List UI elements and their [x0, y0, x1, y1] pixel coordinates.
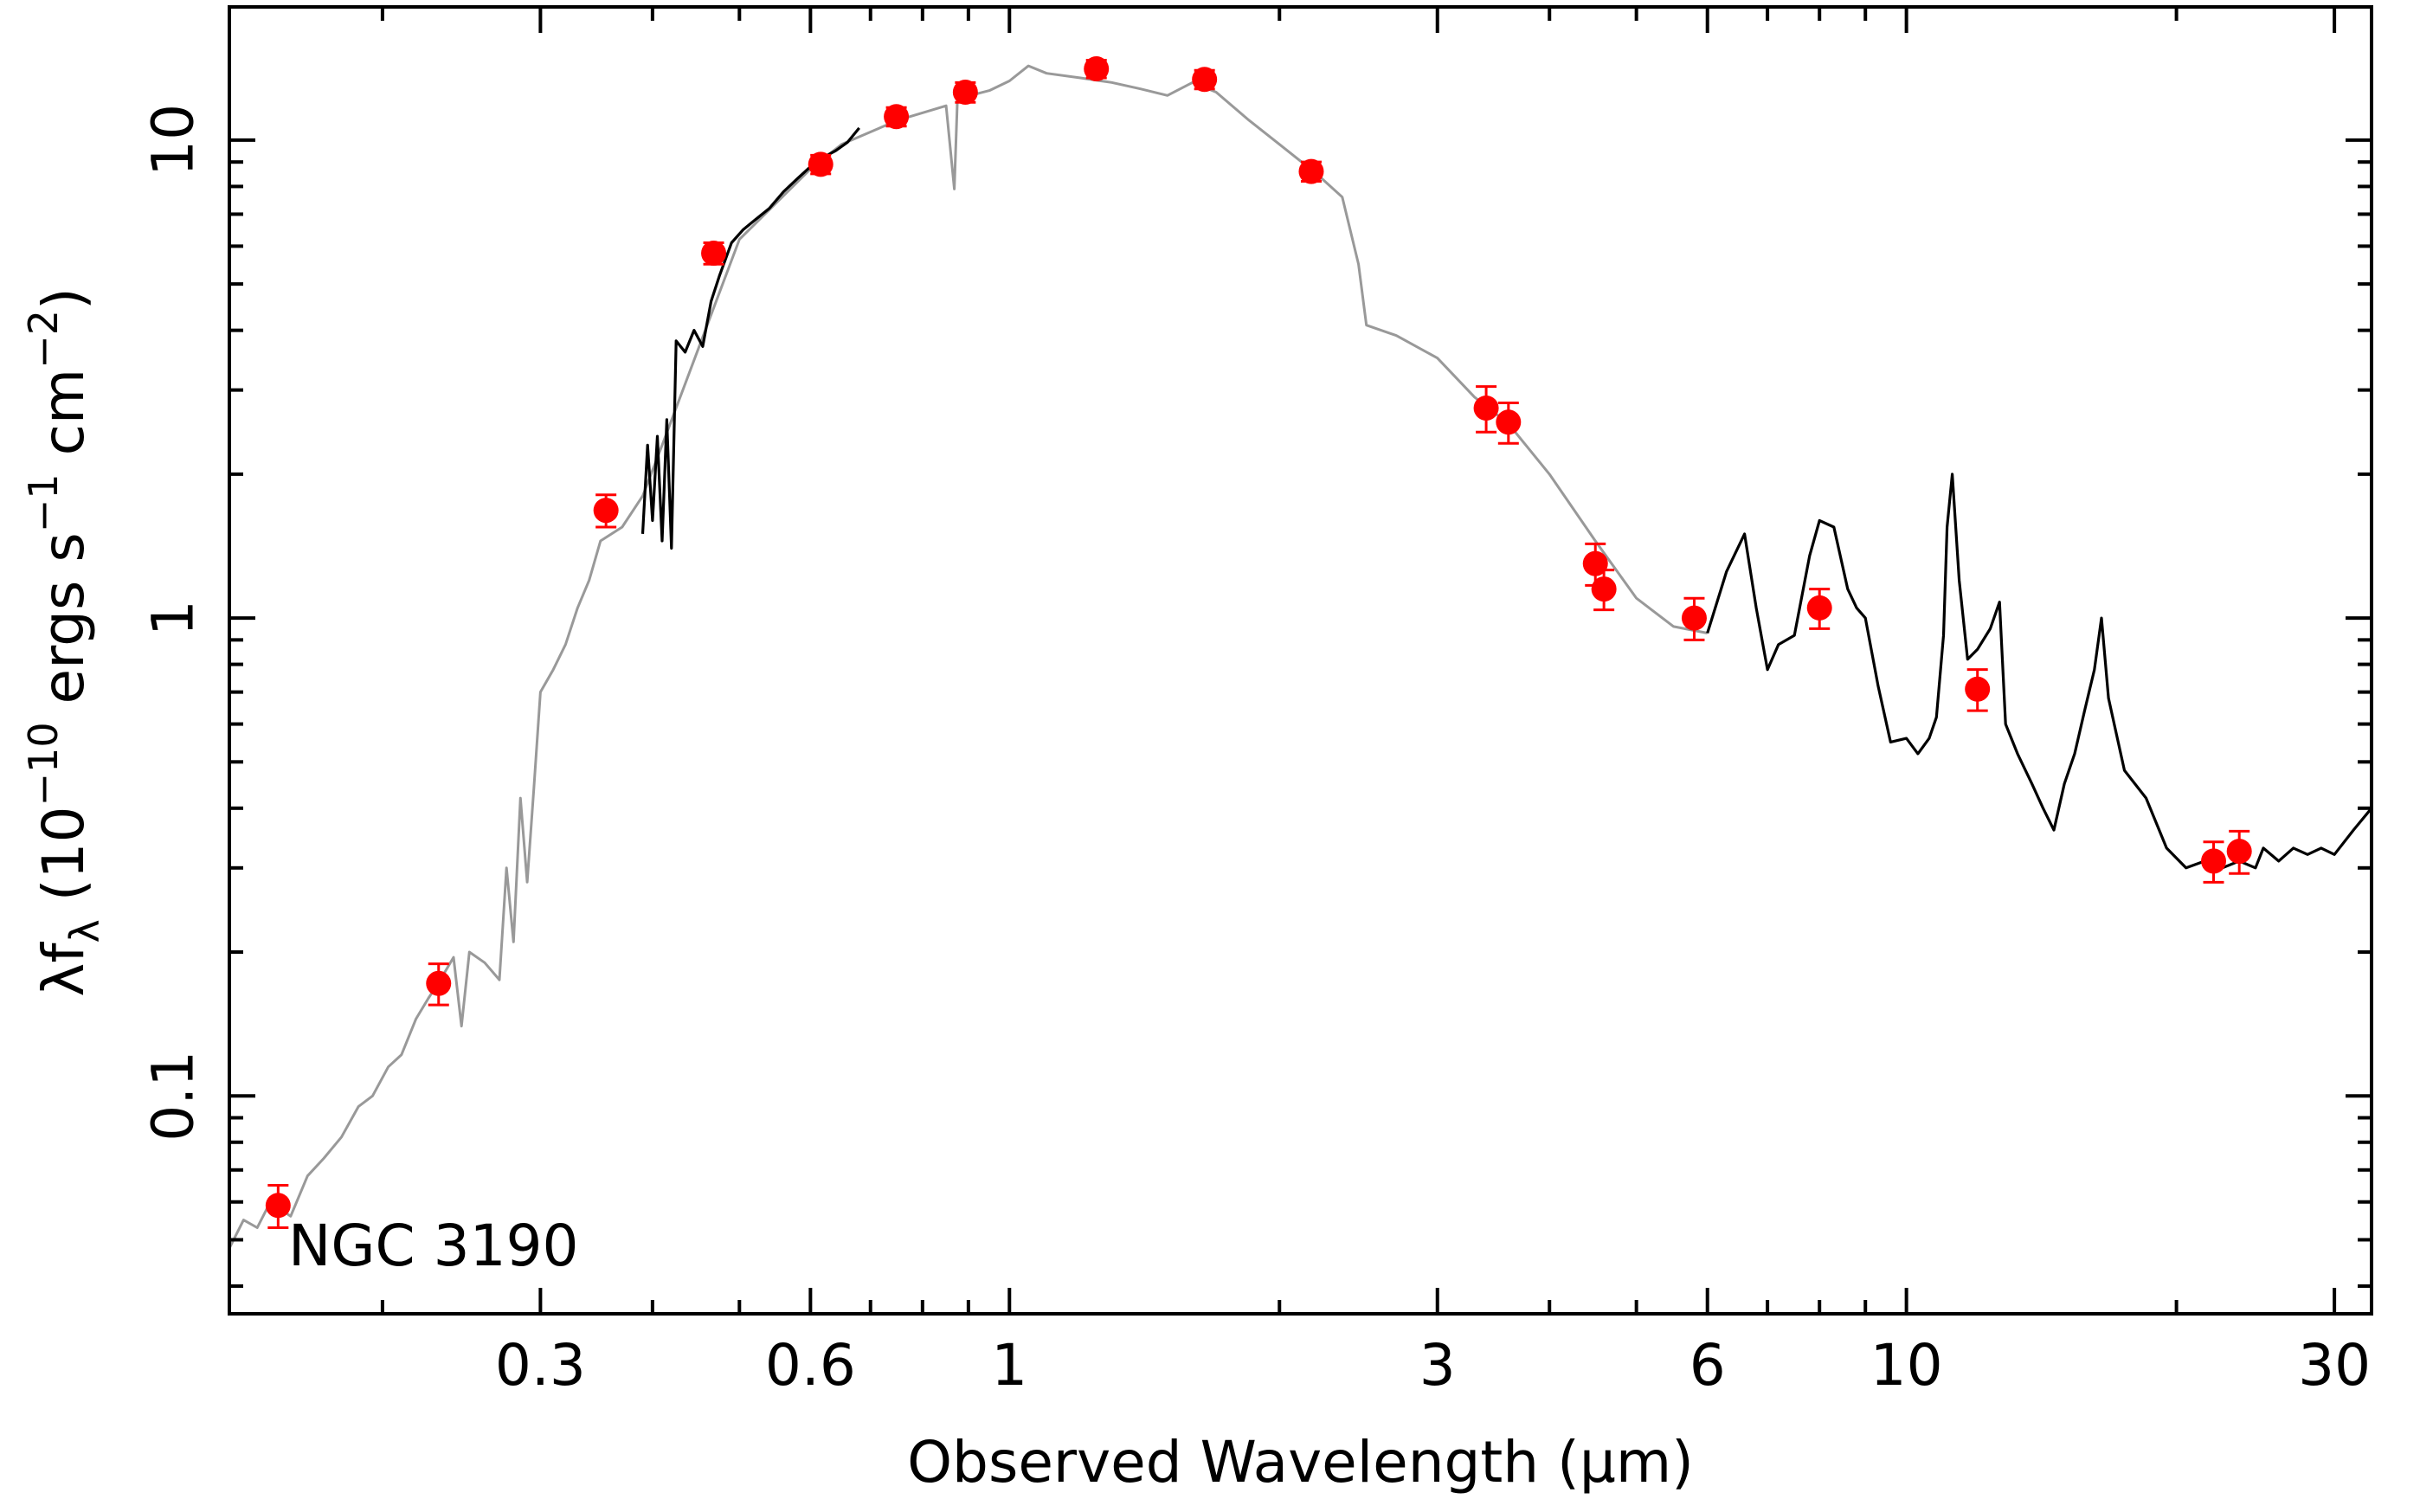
data-point-15 [1681, 596, 1707, 641]
y-label-lambda-f: λf [30, 942, 97, 997]
model-spectrum-layer [228, 64, 1708, 1249]
y-label-close: ) [30, 287, 97, 310]
x-tick-label: 1 [991, 1332, 1027, 1399]
data-point-marker [1298, 158, 1324, 184]
data-point-marker [701, 241, 727, 267]
data-point-marker [1591, 576, 1617, 602]
y-tick-label: 10 [140, 104, 207, 177]
data-point-12 [1496, 401, 1522, 445]
plot-frame [228, 5, 2373, 1316]
y-label-ergs: ergs s [30, 532, 97, 722]
y-label-exp-cm: −2 [20, 310, 67, 369]
observed-spectrum-segment-2 [1706, 473, 2373, 870]
model-spectrum-line [228, 64, 1708, 1249]
data-point-marker [1192, 67, 1218, 93]
axis-ticks [229, 7, 2372, 1314]
data-point-marker [426, 970, 452, 996]
y-tick-label: 0.1 [140, 1051, 207, 1142]
y-label-exp10: −10 [20, 722, 67, 806]
y-tick-label: 1 [140, 600, 207, 636]
x-tick-label: 30 [2298, 1332, 2371, 1399]
data-point-marker [2226, 839, 2252, 865]
data-point-7 [952, 79, 978, 105]
data-point-4 [701, 241, 727, 267]
x-axis-label: Observed Wavelength (μm) [907, 1429, 1694, 1496]
data-point-14 [1591, 569, 1617, 612]
data-point-marker [1965, 676, 1991, 702]
observed-spectrum-layer [640, 126, 2373, 870]
axis-tick-labels: 0.3 0.6 1 3 6 10 30 0.1 1 10 [140, 104, 2372, 1399]
data-point-5 [808, 151, 833, 177]
data-point-2 [426, 962, 452, 1007]
y-label-open: (10 [30, 806, 97, 919]
data-point-17 [1965, 668, 1991, 712]
data-point-11 [1473, 385, 1499, 434]
photometry-layer [265, 56, 2252, 1229]
data-point-marker [1496, 409, 1522, 435]
data-point-1 [265, 1184, 291, 1229]
data-point-marker [2201, 848, 2227, 874]
data-point-marker [808, 151, 833, 177]
observed-spectrum-segment-1 [640, 126, 860, 550]
data-point-marker [1681, 605, 1707, 631]
data-point-3 [593, 493, 619, 529]
data-point-9 [1192, 67, 1218, 93]
data-point-19 [2226, 829, 2252, 875]
object-label: NGC 3190 [288, 1213, 579, 1279]
x-tick-label: 0.3 [495, 1332, 586, 1399]
y-label-lambda-sub: λ [61, 919, 108, 943]
y-label-exp-s: −1 [20, 473, 67, 532]
y-label-cm: cm [30, 369, 97, 474]
x-tick-label: 3 [1419, 1332, 1456, 1399]
data-point-marker [884, 104, 910, 130]
data-point-8 [1084, 56, 1110, 82]
data-point-6 [884, 104, 910, 130]
x-tick-label: 6 [1689, 1332, 1726, 1399]
data-point-16 [1806, 588, 1832, 630]
x-tick-label: 0.6 [765, 1332, 856, 1399]
data-point-10 [1298, 158, 1324, 184]
data-point-marker [952, 79, 978, 105]
data-point-marker [1806, 595, 1832, 621]
data-point-marker [1084, 56, 1110, 82]
data-point-marker [265, 1193, 291, 1219]
data-point-marker [593, 498, 619, 524]
data-point-18 [2201, 840, 2227, 884]
y-axis-label: λfλ (10−10 ergs s−1 cm−2) [20, 287, 108, 996]
x-tick-label: 10 [1870, 1332, 1943, 1399]
data-point-marker [1473, 395, 1499, 421]
